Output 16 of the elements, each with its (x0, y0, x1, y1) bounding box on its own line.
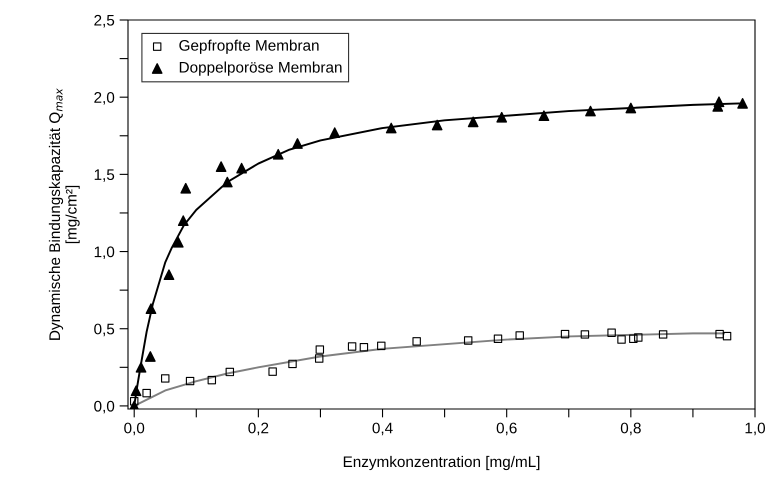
x-tick-label: 1,0 (746, 422, 766, 436)
x-tick-label: 0,4 (372, 422, 393, 436)
y-tick-label: 2,5 (94, 14, 114, 28)
legend-label: Gepfropfte Membran (179, 40, 319, 54)
y-tick-label: 1,5 (94, 169, 114, 182)
y-tick-label: 0,0 (94, 400, 114, 414)
y-tick-label: 0,5 (94, 324, 114, 336)
y-tick-label: 1,0 (94, 246, 114, 260)
legend-label: Doppelporöse Membran (180, 61, 342, 76)
x-axis-title: Enzymkonzentration [mg/mL] (344, 456, 540, 470)
x-tick-label: 0,8 (620, 422, 641, 436)
text: Dynamische Bindungskapazität Q$_{max}$ [mg/cm²] (48, 88, 80, 340)
x-tick-label: 0,2 (248, 422, 268, 436)
y-tick-label: 2,0 (94, 92, 114, 105)
x-tick-label: 0,0 (124, 422, 144, 436)
x-tick-label: 0,6 (496, 422, 517, 436)
